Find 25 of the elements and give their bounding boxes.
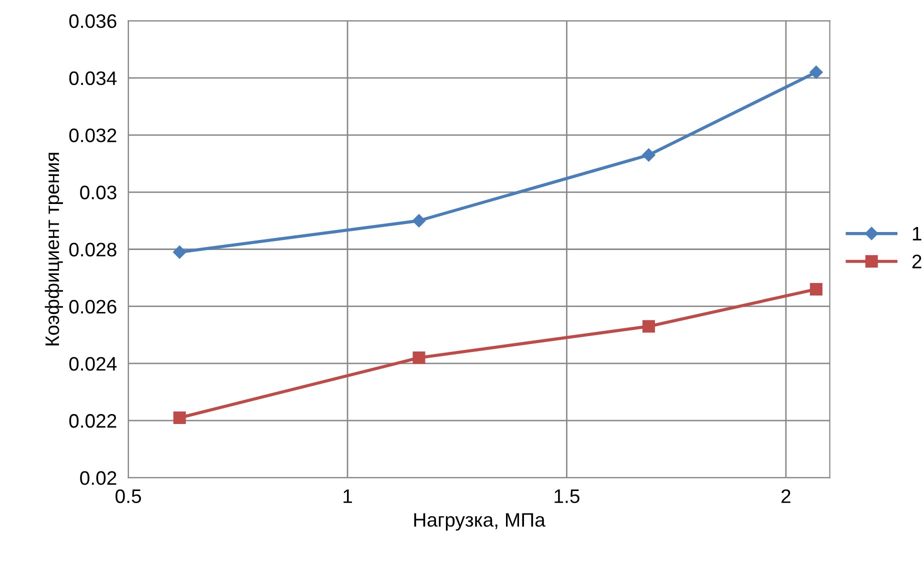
x-axis-title: Нагрузка, МПа — [414, 513, 546, 531]
x-tick-label: 1 — [344, 490, 352, 503]
x-tick-label: 0.5 — [116, 489, 141, 504]
y-tick-label: 0.036 — [69, 14, 116, 28]
x-tick-label: 1.5 — [554, 490, 580, 504]
y-tick-label: 0.02 — [80, 471, 116, 485]
point — [810, 66, 823, 79]
point — [642, 148, 656, 162]
y-tick-label: 0.034 — [69, 71, 117, 86]
y-tick-label: 0.03 — [80, 186, 116, 200]
y-tick-label: 0.022 — [69, 414, 116, 428]
legend-label: 1 — [912, 226, 922, 240]
y-tick-label: 0.032 — [69, 128, 116, 142]
point — [412, 214, 426, 228]
point — [412, 352, 426, 364]
y-tick-label: 0.026 — [69, 300, 116, 314]
y-tick-label: 0.024 — [69, 356, 117, 371]
x-tick-label: 2 — [782, 489, 790, 503]
legend-label: 2 — [912, 254, 922, 268]
point — [173, 411, 186, 424]
point — [173, 246, 186, 259]
point — [642, 320, 655, 333]
point — [810, 282, 822, 296]
y-tick-label: 0.028 — [69, 242, 116, 256]
y-axis-title: Коэффициент трения — [44, 152, 63, 346]
